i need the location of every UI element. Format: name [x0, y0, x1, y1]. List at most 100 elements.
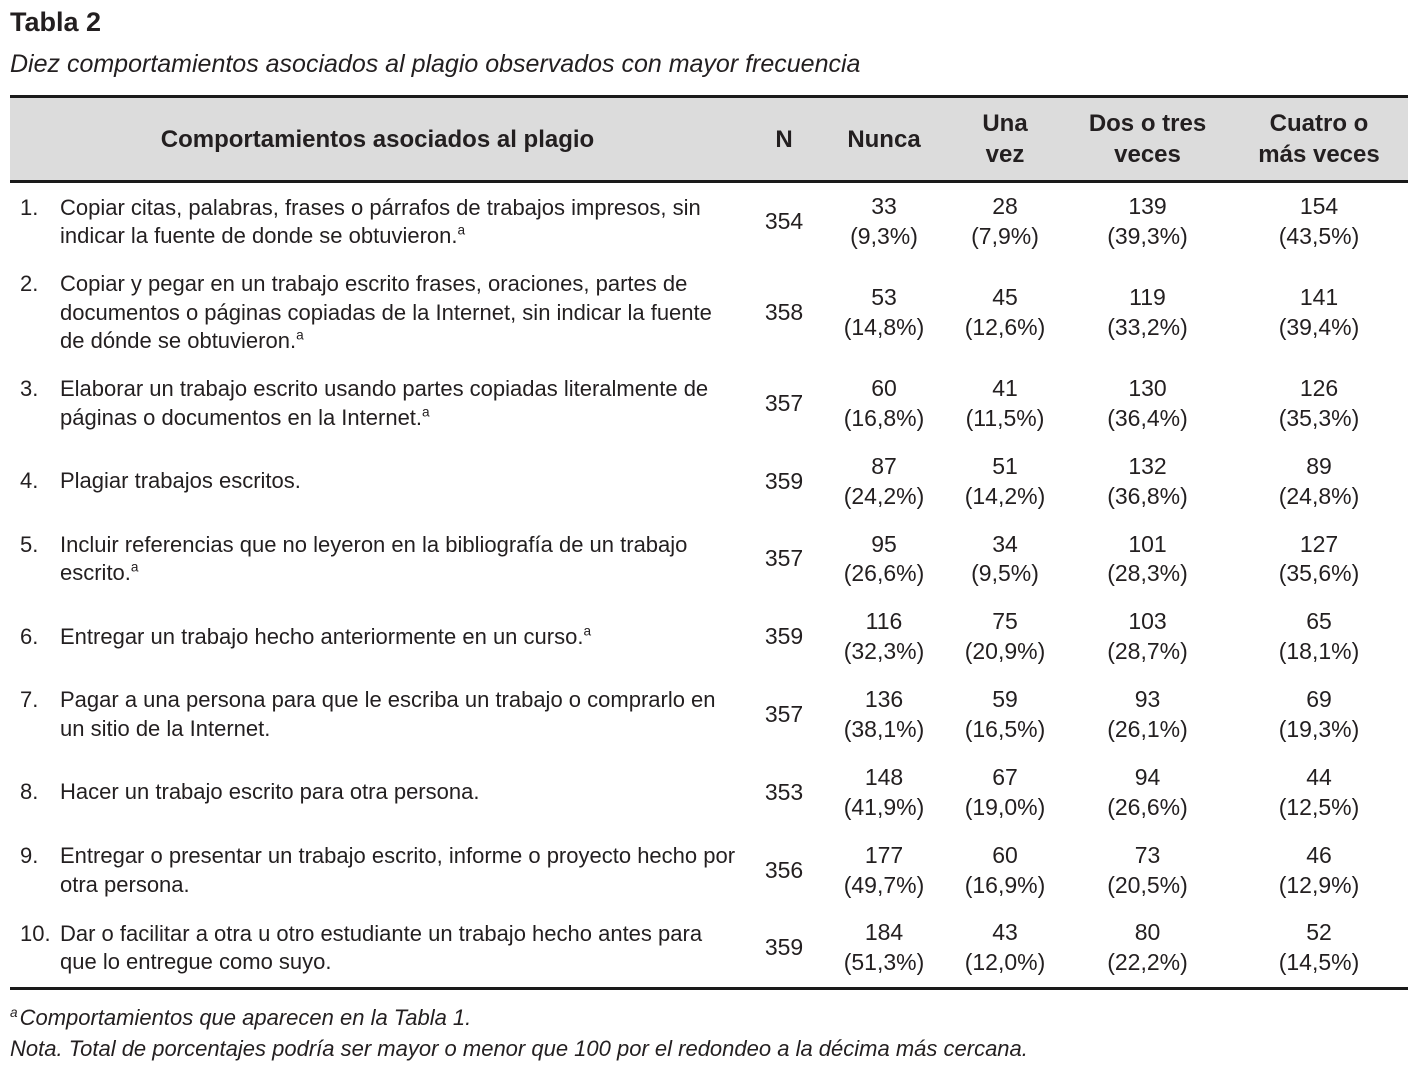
behavior-description-cell: 5. Incluir referencias que no leyeron en …	[10, 521, 745, 599]
plagiarism-frequency-table: Comportamientos asociados al plagio N Nu…	[10, 95, 1408, 991]
percent-value: (12,0%)	[964, 949, 1046, 976]
percent-value: (14,5%)	[1278, 949, 1360, 976]
dos-tres-veces-cell: 101 (28,3%)	[1065, 521, 1230, 599]
footnote-marker: a	[130, 560, 139, 576]
n-value-cell: 357	[764, 389, 804, 416]
row-number: 1.	[20, 194, 39, 220]
percent-value: (12,5%)	[1278, 793, 1360, 820]
count-value: 45	[992, 284, 1018, 311]
count-value: 148	[864, 763, 904, 790]
row-number: 4.	[20, 468, 39, 494]
percent-value: (36,8%)	[1107, 482, 1188, 509]
count-value: 103	[1128, 608, 1167, 635]
dos-tres-veces-cell: 73 (20,5%)	[1065, 832, 1230, 910]
percent-value: (39,3%)	[1107, 223, 1188, 250]
cuatro-mas-veces-cell: 69 (19,3%)	[1230, 676, 1408, 754]
count-value: 52	[1306, 919, 1332, 946]
behavior-row: 3. Elaborar un trabajo escrito usando par…	[10, 365, 1408, 443]
percent-value: (9,5%)	[971, 560, 1039, 587]
behavior-description-cell: 3. Elaborar un trabajo escrito usando par…	[10, 365, 745, 443]
percent-value: (28,7%)	[1107, 638, 1188, 665]
behavior-text: Plagiar trabajos escritos.	[60, 468, 301, 494]
footnote-marker: a	[457, 222, 466, 238]
nunca-cell: 53 (14,8%)	[823, 261, 945, 365]
count-value: 73	[1134, 841, 1161, 868]
una-vez-cell: 41 (11,5%)	[945, 365, 1065, 443]
percent-value: (33,2%)	[1107, 314, 1188, 341]
count-value: 33	[871, 193, 897, 220]
footnote-nota: Nota. Total de porcentajes podría ser ma…	[10, 1035, 1028, 1061]
behavior-text: Elaborar un trabajo escrito usando parte…	[60, 376, 709, 430]
behavior-row: 10. Dar o facilitar a otra u otro estudia…	[10, 909, 1408, 988]
count-value: 177	[864, 841, 904, 868]
count-value: 93	[1134, 686, 1161, 713]
percent-value: (26,6%)	[843, 560, 925, 587]
percent-value: (26,1%)	[1107, 715, 1188, 742]
nunca-cell: 33 (9,3%)	[823, 182, 945, 261]
count-value: 139	[1128, 193, 1167, 220]
behavior-text: Entregar un trabajo hecho anteriormente …	[60, 623, 592, 649]
cuatro-mas-veces-cell: 126 (35,3%)	[1230, 365, 1408, 443]
n-value-cell: 353	[764, 778, 804, 805]
count-value: 119	[1129, 284, 1166, 311]
percent-value: (38,1%)	[843, 715, 925, 742]
nunca-cell: 116 (32,3%)	[823, 598, 945, 676]
count-value: 89	[1306, 452, 1332, 479]
percent-value: (49,7%)	[843, 871, 925, 898]
percent-value: (22,2%)	[1107, 949, 1188, 976]
row-number: 5.	[20, 531, 39, 557]
row-number: 9.	[20, 842, 39, 868]
count-value: 46	[1306, 841, 1332, 868]
footnotes: aComportamientos que aparecen en la Tabl…	[10, 1003, 1408, 1065]
dos-tres-veces-cell: 103 (28,7%)	[1065, 598, 1230, 676]
count-value: 69	[1306, 686, 1332, 713]
count-value: 136	[864, 686, 904, 713]
percent-value: (36,4%)	[1107, 404, 1188, 431]
percent-value: (16,5%)	[964, 715, 1046, 742]
n-value-cell: 358	[764, 299, 804, 326]
behavior-text: Copiar citas, palabras, frases o párrafo…	[60, 194, 701, 249]
footnote-marker: a	[583, 623, 592, 639]
behavior-description-cell: 1. Copiar citas, palabras, frases o párra…	[10, 182, 745, 261]
n-value-cell: 359	[764, 623, 804, 650]
cuatro-mas-veces-cell: 65 (18,1%)	[1230, 598, 1408, 676]
percent-value: (20,9%)	[964, 638, 1046, 665]
n-value-cell: 359	[764, 934, 804, 961]
behavior-text: Pagar a una persona para que le escriba …	[60, 687, 716, 741]
header-row: Comportamientos asociados al plagio N Nu…	[10, 96, 1408, 184]
percent-value: (28,3%)	[1107, 560, 1188, 587]
count-value: 60	[871, 374, 897, 401]
una-vez-cell: 51 (14,2%)	[945, 443, 1065, 521]
row-number: 8.	[20, 779, 39, 805]
percent-value: (18,1%)	[1278, 638, 1360, 665]
percent-value: (32,3%)	[843, 638, 925, 665]
una-vez-cell: 45 (12,6%)	[945, 261, 1065, 365]
nunca-cell: 136 (38,1%)	[823, 676, 945, 754]
behavior-text: Incluir referencias que no leyeron en la…	[60, 531, 688, 586]
una-vez-cell: 75 (20,9%)	[945, 598, 1065, 676]
percent-value: (19,3%)	[1278, 715, 1360, 742]
behavior-row: 7. Pagar a una persona para que le escrib…	[10, 676, 1408, 754]
count-value: 141	[1299, 284, 1339, 311]
count-value: 127	[1299, 530, 1339, 557]
count-value: 126	[1299, 374, 1339, 401]
behavior-description-cell: 6. Entregar un trabajo hecho anteriorment…	[10, 598, 745, 676]
count-value: 101	[1128, 530, 1167, 557]
nunca-cell: 87 (24,2%)	[823, 443, 945, 521]
table-subtitle: Diez comportamientos asociados al plagio…	[10, 49, 861, 78]
behavior-row: 6. Entregar un trabajo hecho anteriorment…	[10, 598, 1408, 676]
nunca-cell: 95 (26,6%)	[823, 521, 945, 599]
count-value: 28	[992, 193, 1018, 220]
una-vez-cell: 67 (19,0%)	[945, 754, 1065, 832]
percent-value: (16,9%)	[964, 871, 1046, 898]
count-value: 132	[1128, 452, 1167, 479]
una-vez-cell: 28 (7,9%)	[945, 182, 1065, 261]
count-value: 34	[992, 530, 1018, 557]
row-number: 10.	[20, 920, 51, 946]
behavior-row: 9. Entregar o presentar un trabajo escrit…	[10, 832, 1408, 910]
row-number: 3.	[20, 376, 39, 402]
dos-tres-veces-cell: 132 (36,8%)	[1065, 443, 1230, 521]
behavior-description-cell: 8. Hacer un trabajo escrito para otra per…	[10, 754, 745, 832]
cuatro-mas-veces-cell: 52 (14,5%)	[1230, 909, 1408, 988]
